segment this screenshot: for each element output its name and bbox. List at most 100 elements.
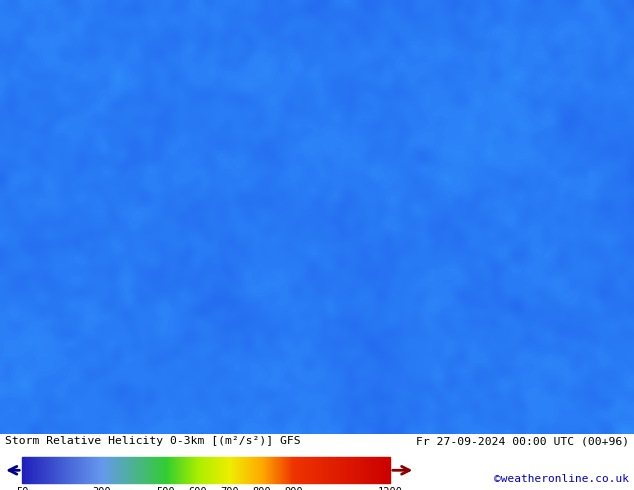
- Bar: [36, 457, 37, 483]
- Bar: [328, 457, 329, 483]
- Bar: [46, 457, 48, 483]
- Bar: [63, 457, 65, 483]
- Bar: [148, 457, 149, 483]
- Bar: [387, 457, 388, 483]
- Text: 600: 600: [189, 487, 207, 490]
- Bar: [135, 457, 136, 483]
- Bar: [38, 457, 39, 483]
- Bar: [337, 457, 339, 483]
- Bar: [100, 457, 101, 483]
- Bar: [45, 457, 46, 483]
- Bar: [124, 457, 126, 483]
- Bar: [363, 457, 365, 483]
- Bar: [366, 457, 368, 483]
- Bar: [103, 457, 104, 483]
- Bar: [93, 457, 94, 483]
- Bar: [44, 457, 45, 483]
- Bar: [155, 457, 157, 483]
- Bar: [118, 457, 119, 483]
- Bar: [84, 457, 85, 483]
- Bar: [139, 457, 141, 483]
- Bar: [91, 457, 93, 483]
- Bar: [129, 457, 130, 483]
- Bar: [301, 457, 302, 483]
- Bar: [308, 457, 310, 483]
- Bar: [295, 457, 297, 483]
- Bar: [34, 457, 36, 483]
- Text: 900: 900: [285, 487, 303, 490]
- Text: 700: 700: [221, 487, 240, 490]
- Bar: [73, 457, 74, 483]
- Bar: [122, 457, 124, 483]
- Bar: [102, 457, 103, 483]
- Bar: [355, 457, 356, 483]
- Bar: [353, 457, 355, 483]
- Bar: [75, 457, 77, 483]
- Bar: [331, 457, 332, 483]
- Bar: [323, 457, 325, 483]
- Bar: [320, 457, 321, 483]
- Bar: [98, 457, 100, 483]
- Bar: [61, 457, 62, 483]
- Bar: [85, 457, 86, 483]
- Bar: [145, 457, 146, 483]
- Bar: [29, 457, 30, 483]
- Bar: [374, 457, 375, 483]
- Bar: [107, 457, 108, 483]
- Bar: [146, 457, 147, 483]
- Bar: [154, 457, 155, 483]
- Bar: [87, 457, 89, 483]
- Bar: [104, 457, 105, 483]
- Bar: [345, 457, 347, 483]
- Bar: [141, 457, 143, 483]
- Bar: [32, 457, 33, 483]
- Bar: [77, 457, 78, 483]
- Bar: [314, 457, 316, 483]
- Bar: [50, 457, 51, 483]
- Bar: [378, 457, 380, 483]
- Bar: [321, 457, 323, 483]
- Bar: [368, 457, 369, 483]
- Bar: [136, 457, 138, 483]
- Bar: [144, 457, 145, 483]
- Bar: [41, 457, 42, 483]
- Bar: [97, 457, 98, 483]
- Bar: [30, 457, 32, 483]
- Bar: [335, 457, 337, 483]
- Text: Storm Relative Helicity 0-3km [(m²/s²)] GFS: Storm Relative Helicity 0-3km [(m²/s²)] …: [5, 437, 301, 446]
- Bar: [42, 457, 44, 483]
- Text: 1200: 1200: [377, 487, 403, 490]
- Bar: [371, 457, 372, 483]
- Bar: [117, 457, 118, 483]
- Bar: [108, 457, 110, 483]
- Bar: [365, 457, 366, 483]
- Bar: [163, 457, 164, 483]
- Text: Fr 27-09-2024 00:00 UTC (00+96): Fr 27-09-2024 00:00 UTC (00+96): [416, 437, 629, 446]
- Bar: [329, 457, 331, 483]
- Bar: [96, 457, 97, 483]
- Bar: [297, 457, 299, 483]
- Bar: [114, 457, 115, 483]
- Text: 300: 300: [93, 487, 112, 490]
- Bar: [113, 457, 114, 483]
- Bar: [334, 457, 335, 483]
- Bar: [325, 457, 326, 483]
- Bar: [157, 457, 158, 483]
- Bar: [67, 457, 69, 483]
- Bar: [78, 457, 79, 483]
- Bar: [358, 457, 359, 483]
- Bar: [62, 457, 63, 483]
- Bar: [69, 457, 70, 483]
- Bar: [158, 457, 160, 483]
- Bar: [375, 457, 377, 483]
- Bar: [120, 457, 121, 483]
- Bar: [86, 457, 87, 483]
- Bar: [143, 457, 144, 483]
- Bar: [302, 457, 304, 483]
- Bar: [313, 457, 314, 483]
- Bar: [121, 457, 122, 483]
- Bar: [130, 457, 131, 483]
- Bar: [299, 457, 301, 483]
- Bar: [111, 457, 112, 483]
- Bar: [132, 457, 133, 483]
